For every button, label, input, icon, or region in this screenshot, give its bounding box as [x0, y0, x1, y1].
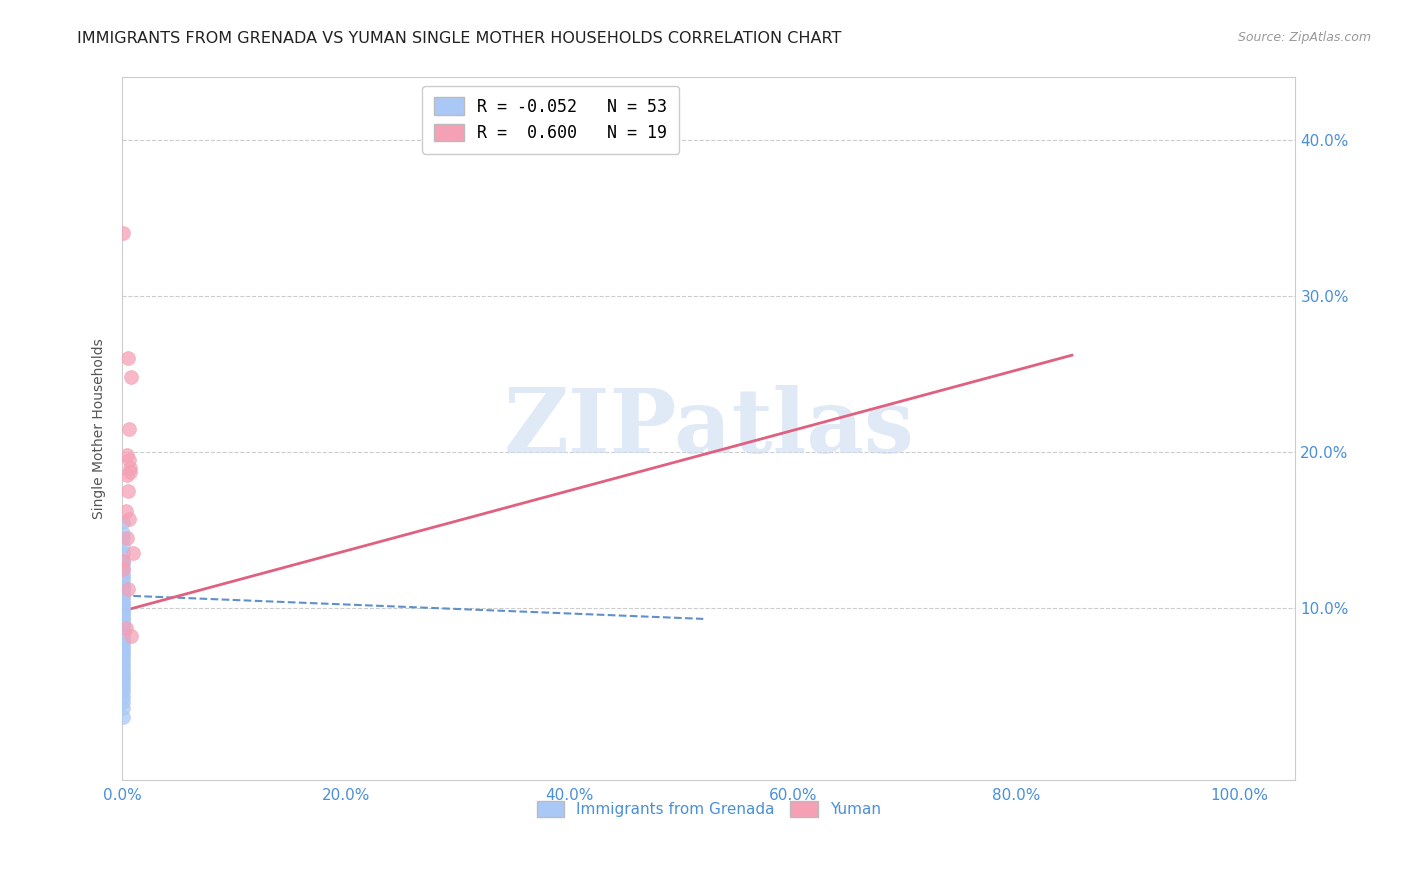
- Point: [111, 640, 134, 654]
- Point: [111, 590, 134, 604]
- Point: [111, 566, 134, 581]
- Point: [111, 593, 134, 607]
- Point: [111, 558, 134, 572]
- Point: [115, 468, 138, 483]
- Point: [111, 695, 134, 709]
- Point: [120, 465, 142, 479]
- Point: [114, 621, 136, 635]
- Point: [112, 670, 135, 684]
- Point: [120, 629, 142, 643]
- Point: [111, 539, 134, 553]
- Point: [117, 582, 139, 597]
- Point: [114, 504, 136, 518]
- Point: [111, 621, 134, 635]
- Point: [117, 483, 139, 498]
- Point: [111, 581, 134, 595]
- Point: [111, 554, 134, 568]
- Text: Source: ZipAtlas.com: Source: ZipAtlas.com: [1237, 31, 1371, 45]
- Point: [111, 606, 134, 620]
- Point: [112, 643, 135, 657]
- Point: [118, 452, 141, 467]
- Point: [112, 596, 135, 610]
- Point: [111, 701, 134, 715]
- Point: [112, 629, 135, 643]
- Point: [112, 656, 135, 670]
- Point: [111, 649, 134, 664]
- Legend: Immigrants from Grenada, Yuman: Immigrants from Grenada, Yuman: [529, 793, 889, 824]
- Point: [111, 685, 134, 699]
- Point: [117, 351, 139, 366]
- Point: [111, 681, 134, 695]
- Text: IMMIGRANTS FROM GRENADA VS YUMAN SINGLE MOTHER HOUSEHOLDS CORRELATION CHART: IMMIGRANTS FROM GRENADA VS YUMAN SINGLE …: [77, 31, 842, 46]
- Point: [115, 531, 138, 545]
- Point: [118, 421, 141, 435]
- Point: [120, 460, 142, 475]
- Point: [111, 646, 134, 660]
- Point: [111, 666, 134, 681]
- Point: [111, 589, 134, 603]
- Point: [112, 562, 135, 576]
- Point: [112, 601, 135, 615]
- Point: [111, 637, 134, 651]
- Point: [111, 633, 134, 648]
- Point: [111, 598, 134, 612]
- Point: [111, 658, 134, 673]
- Text: ZIPatlas: ZIPatlas: [503, 385, 914, 472]
- Point: [115, 448, 138, 462]
- Point: [111, 585, 134, 599]
- Point: [111, 577, 134, 591]
- Point: [111, 618, 134, 632]
- Point: [112, 626, 135, 640]
- Point: [111, 515, 134, 529]
- Point: [111, 677, 134, 691]
- Point: [112, 690, 135, 704]
- Point: [122, 546, 145, 560]
- Point: [111, 673, 134, 687]
- Point: [111, 612, 134, 626]
- Y-axis label: Single Mother Households: Single Mother Households: [93, 338, 107, 519]
- Point: [111, 710, 134, 724]
- Point: [112, 526, 135, 541]
- Point: [111, 616, 134, 631]
- Point: [118, 512, 141, 526]
- Point: [111, 227, 134, 241]
- Point: [111, 531, 134, 545]
- Point: [111, 608, 134, 623]
- Point: [111, 652, 134, 666]
- Point: [112, 554, 135, 568]
- Point: [111, 664, 134, 678]
- Point: [111, 546, 134, 560]
- Point: [111, 623, 134, 637]
- Point: [111, 604, 134, 618]
- Point: [120, 370, 142, 384]
- Point: [112, 582, 135, 597]
- Point: [112, 573, 135, 587]
- Point: [111, 632, 134, 647]
- Point: [112, 562, 135, 576]
- Point: [112, 614, 135, 628]
- Point: [111, 570, 134, 584]
